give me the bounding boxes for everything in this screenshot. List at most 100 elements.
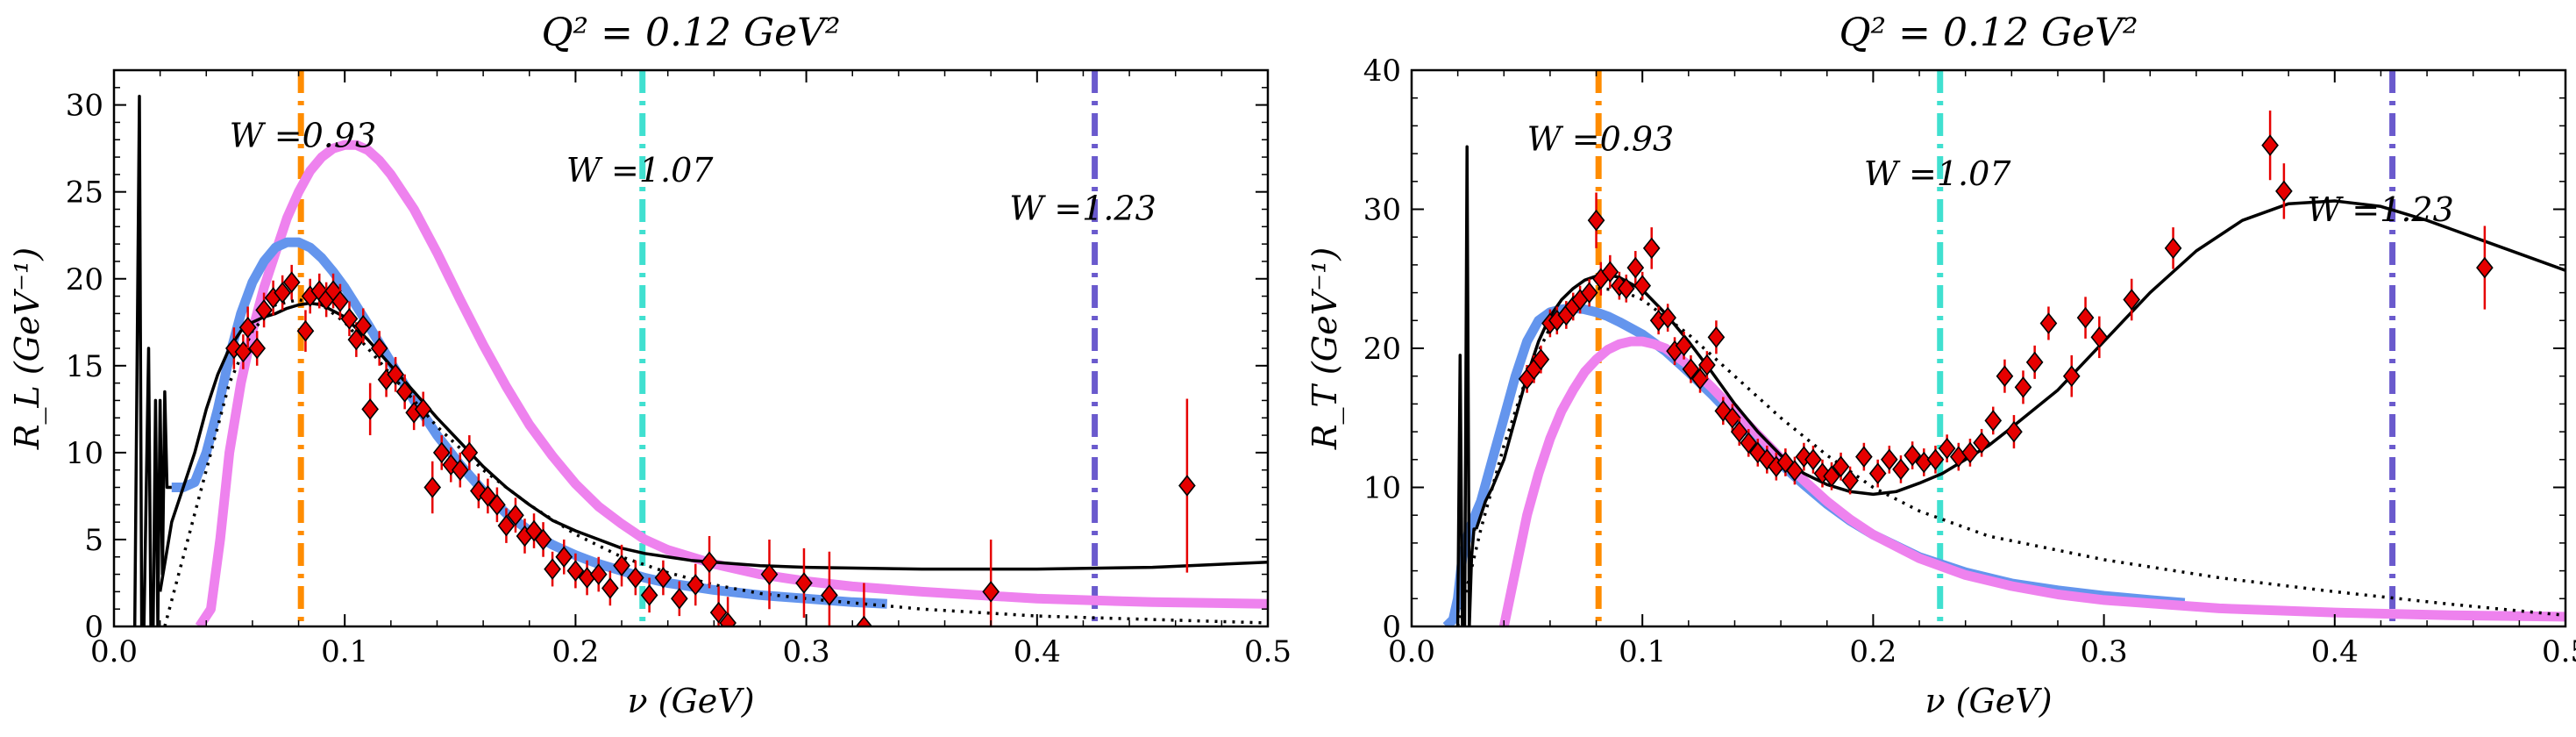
left-data-point [566,553,585,589]
right-diamond-marker [1682,358,1700,381]
right-diamond-marker [2062,365,2081,387]
right-diamond-marker [1832,455,1850,478]
left-diamond-marker [687,574,705,596]
left-diamond-marker [395,381,414,403]
left-data-point [555,539,573,575]
right-ytick-label: 0 [1382,610,1401,645]
right-data-point [1804,445,1822,474]
right-diamond-marker [2005,420,2023,443]
right-data-point [1675,331,1693,360]
left-ytick-label: 0 [84,610,103,645]
right-data-point [1724,404,1741,433]
right-data-point [1601,254,1619,289]
left-ytick-label: 15 [66,349,103,384]
right-data-point [1880,445,1898,474]
right-data-point [2090,316,2109,359]
right-data-point [1996,359,2014,393]
right-data-point [1855,442,1873,471]
left-diamond-marker [370,337,388,360]
right-curve-magenta [1498,336,2565,626]
left-diamond-marker [282,271,301,293]
right-data-point [1580,278,1598,307]
left-data-point [795,547,813,619]
right-data-point [1868,459,1887,488]
left-xtick-label: 0.5 [1244,634,1292,669]
left-diamond-marker [671,588,688,610]
left-diamond-marker [340,308,359,330]
left-xtick-label: 0.1 [321,634,368,669]
left-ytick-label: 10 [66,436,103,471]
right-data-point [1961,439,1979,467]
left-data-point [544,551,561,587]
left-data-point [370,331,388,366]
left-xtick-label: 0.3 [783,634,830,669]
left-panel: Q² = 0.12 GeV² R_L (GeV⁻¹) ν (GeV) W =0.… [8,11,1292,720]
right-data-point [2062,354,2081,397]
left-curve-black [158,301,1268,592]
right-ytick-label: 30 [1363,193,1401,228]
right-data-point [1691,365,1709,393]
left-data-point [507,497,524,533]
left-diamond-marker [719,612,737,626]
left-data-point [387,356,404,392]
left-diamond-marker [460,441,479,464]
right-diamond-marker [1973,432,1990,454]
left-data-point [361,383,379,436]
left-ytick-label: 25 [66,175,103,211]
left-ticks: 0.0 0.1 0.2 0.3 0.4 0.5 0 5 10 15 20 25 30 [66,69,1292,669]
right-data-point [1532,345,1550,374]
right-data-point [2076,297,2095,339]
right-xtick-label: 0.5 [2542,634,2576,669]
right-xtick-label: 0.0 [1388,634,1435,669]
left-diamond-marker [760,563,779,585]
right-xlabel: ν (GeV) [1925,682,2052,720]
left-data-point [460,435,479,470]
right-diamond-marker [1626,256,1645,279]
left-diamond-marker [654,567,672,589]
left-data-point [589,556,608,592]
left-xtick-label: 0.0 [90,634,138,669]
left-data-point [331,283,349,319]
left-xtick-label: 0.4 [1014,634,1061,669]
left-data-point [534,522,552,557]
left-diamond-marker [627,567,644,589]
left-data-point [248,331,267,366]
right-data-point [1841,466,1859,495]
right-diamond-marker [1996,365,2014,387]
right-diamond-marker [2039,312,2058,334]
right-diamond-marker [1532,348,1550,370]
right-diamond-marker [2123,289,2141,311]
left-curve-blue [171,237,887,609]
left-data-point [613,544,630,587]
right-data-point [1973,428,1990,457]
left-data-point [395,374,414,410]
right-diamond-marker [1961,441,1979,464]
left-data-point [701,535,718,589]
left-data-point [601,570,619,606]
right-diamond-marker [1642,237,1661,260]
left-data-point [1178,398,1196,573]
left-diamond-marker [701,551,718,573]
left-data-point [709,586,728,626]
right-data-point [2261,110,2279,181]
right-diamond-marker [1804,448,1822,471]
left-diamond-marker [248,337,267,360]
right-data-point [1587,192,1605,248]
left-data-point [274,275,291,311]
left-diamond-marker [589,563,608,585]
right-diamond-marker [1880,448,1898,471]
right-diamond-marker [1601,261,1619,283]
right-diamond-marker [1587,209,1605,232]
right-w-label-2: W =1.23 [2307,190,2454,229]
right-diamond-marker [1580,282,1598,304]
right-panel: Q² = 0.12 GeV² R_T (GeV⁻¹) ν (GeV) W =0.… [1306,11,2576,720]
right-data-point [1823,462,1840,490]
left-data-point [340,301,359,337]
left-diamond-marker [534,528,552,551]
left-diamond-marker [497,514,516,537]
right-data-point [2123,278,2141,321]
left-w-label-0: W =0.93 [230,116,377,154]
left-curve-spikes [132,94,172,626]
left-diamond-marker [451,459,469,481]
right-diamond-marker [1730,420,1748,443]
